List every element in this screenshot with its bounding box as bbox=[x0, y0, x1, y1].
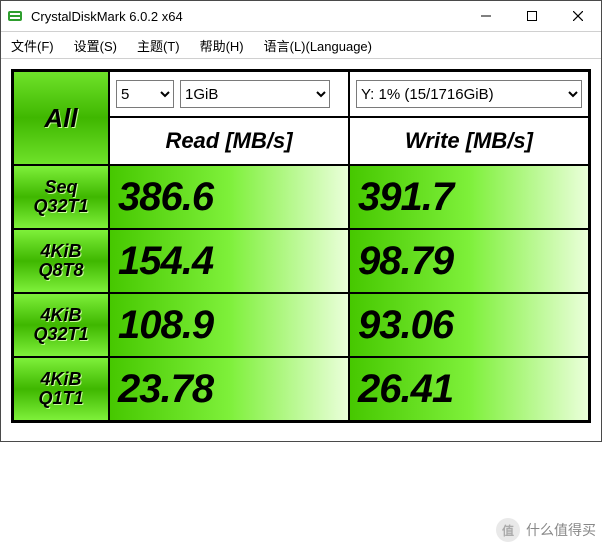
value-text: 386.6 bbox=[118, 175, 213, 220]
value-text: 391.7 bbox=[358, 175, 453, 220]
read-value-4kib-q32t1: 108.9 bbox=[109, 293, 349, 357]
minimize-button[interactable] bbox=[463, 1, 509, 31]
value-text: 98.79 bbox=[358, 239, 453, 284]
watermark-text: 什么值得买 bbox=[526, 520, 596, 540]
menu-help[interactable]: 帮助(H) bbox=[196, 34, 248, 57]
write-value-4kib-q1t1: 26.41 bbox=[349, 357, 589, 421]
drive-select[interactable]: Y: 1% (15/1716GiB) bbox=[356, 80, 582, 108]
test-sublabel: Q1T1 bbox=[38, 389, 83, 408]
test-button-4kib-q32t1[interactable]: 4KiB Q32T1 bbox=[13, 293, 109, 357]
header-write: Write [MB/s] bbox=[349, 117, 589, 165]
value-text: 108.9 bbox=[118, 303, 213, 348]
client-area: All 123456789 50MiB100MiB500MiB1GiB2GiB4… bbox=[1, 59, 601, 441]
menu-theme[interactable]: 主题(T) bbox=[133, 34, 184, 57]
test-label: 4KiB bbox=[40, 242, 81, 261]
header-read-label: Read [MB/s] bbox=[165, 128, 292, 154]
maximize-button[interactable] bbox=[509, 1, 555, 31]
test-sublabel: Q8T8 bbox=[38, 261, 83, 280]
menu-settings[interactable]: 设置(S) bbox=[70, 34, 121, 57]
controls-left: 123456789 50MiB100MiB500MiB1GiB2GiB4GiB8… bbox=[109, 71, 349, 117]
test-label: 4KiB bbox=[40, 370, 81, 389]
app-icon bbox=[1, 8, 29, 24]
read-value-4kib-q8t8: 154.4 bbox=[109, 229, 349, 293]
menubar: 文件(F) 设置(S) 主题(T) 帮助(H) 语言(L)(Language) bbox=[1, 32, 601, 59]
controls-right: Y: 1% (15/1716GiB) bbox=[349, 71, 589, 117]
menu-file[interactable]: 文件(F) bbox=[7, 34, 58, 57]
watermark: 值 什么值得买 bbox=[496, 518, 596, 542]
read-value-seq-q32t1: 386.6 bbox=[109, 165, 349, 229]
all-button[interactable]: All bbox=[13, 71, 109, 165]
watermark-badge-icon: 值 bbox=[496, 518, 520, 542]
header-write-label: Write [MB/s] bbox=[405, 128, 533, 154]
app-window: CrystalDiskMark 6.0.2 x64 文件(F) 设置(S) 主题… bbox=[0, 0, 602, 442]
write-value-4kib-q8t8: 98.79 bbox=[349, 229, 589, 293]
read-value-4kib-q1t1: 23.78 bbox=[109, 357, 349, 421]
write-value-4kib-q32t1: 93.06 bbox=[349, 293, 589, 357]
write-value-seq-q32t1: 391.7 bbox=[349, 165, 589, 229]
menu-language[interactable]: 语言(L)(Language) bbox=[260, 34, 376, 57]
close-button[interactable] bbox=[555, 1, 601, 31]
window-title: CrystalDiskMark 6.0.2 x64 bbox=[29, 9, 463, 24]
value-text: 26.41 bbox=[358, 367, 453, 412]
value-text: 154.4 bbox=[118, 239, 213, 284]
test-button-seq-q32t1[interactable]: Seq Q32T1 bbox=[13, 165, 109, 229]
test-label: Seq bbox=[44, 178, 77, 197]
test-sublabel: Q32T1 bbox=[33, 197, 88, 216]
size-select[interactable]: 50MiB100MiB500MiB1GiB2GiB4GiB8GiB16GiB32… bbox=[180, 80, 330, 108]
header-read: Read [MB/s] bbox=[109, 117, 349, 165]
count-select[interactable]: 123456789 bbox=[116, 80, 174, 108]
benchmark-grid: All 123456789 50MiB100MiB500MiB1GiB2GiB4… bbox=[11, 69, 591, 423]
test-button-4kib-q8t8[interactable]: 4KiB Q8T8 bbox=[13, 229, 109, 293]
test-sublabel: Q32T1 bbox=[33, 325, 88, 344]
all-button-label: All bbox=[44, 103, 77, 134]
test-label: 4KiB bbox=[40, 306, 81, 325]
titlebar: CrystalDiskMark 6.0.2 x64 bbox=[1, 1, 601, 32]
test-button-4kib-q1t1[interactable]: 4KiB Q1T1 bbox=[13, 357, 109, 421]
value-text: 23.78 bbox=[118, 367, 213, 412]
value-text: 93.06 bbox=[358, 303, 453, 348]
